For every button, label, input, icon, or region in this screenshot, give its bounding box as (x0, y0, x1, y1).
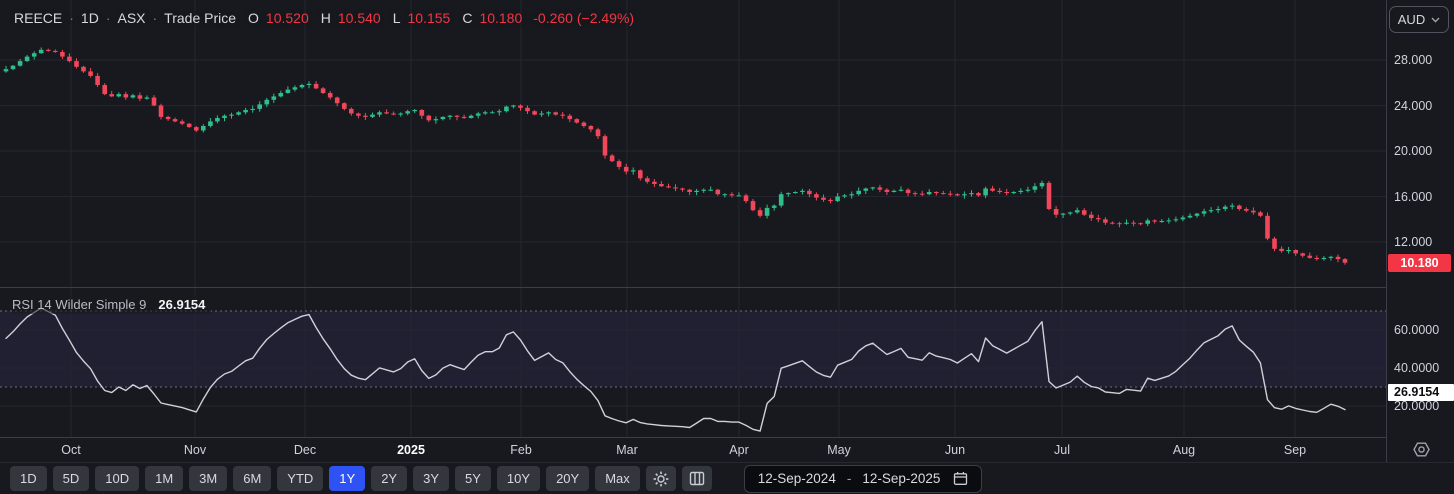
time-axis-label-feb: Feb (510, 438, 532, 462)
rsi-pane[interactable]: RSI 14 Wilder Simple 9 26.9154 (0, 288, 1386, 437)
range-button-ytd[interactable]: YTD (277, 466, 323, 491)
separator-dot: · (153, 10, 158, 26)
chevron-down-icon (1431, 17, 1440, 23)
time-axis[interactable]: Oct Nov Dec 2025 Feb Mar Apr May Jun Jul Aug Sep (0, 438, 1386, 462)
date-range-picker[interactable]: 12-Sep-2024 - 12-Sep-2025 (744, 465, 983, 493)
rsi-legend: RSI 14 Wilder Simple 9 26.9154 (12, 295, 211, 314)
rsi-tick-label: 60.0000 (1394, 323, 1439, 337)
price-pane[interactable]: REECE · 1D · ASX · Trade Price O 10.520 … (0, 0, 1386, 287)
rsi-title[interactable]: RSI 14 Wilder Simple 9 (12, 297, 146, 312)
range-button-max[interactable]: Max (595, 466, 640, 491)
currency-label: AUD (1398, 12, 1425, 27)
time-axis-label-dec: Dec (294, 438, 316, 462)
rsi-tick-label: 20.0000 (1394, 399, 1439, 413)
range-button-10y[interactable]: 10Y (497, 466, 540, 491)
high-value: 10.540 (338, 10, 381, 26)
time-axis-label-mar: Mar (616, 438, 638, 462)
date-from: 12-Sep-2024 (758, 471, 836, 486)
chart-settings-button[interactable] (646, 466, 676, 491)
range-button-20y[interactable]: 20Y (546, 466, 589, 491)
close-key: C (462, 10, 472, 26)
time-axis-label-aug: Aug (1173, 438, 1195, 462)
range-button-2y[interactable]: 2Y (371, 466, 407, 491)
exchange-label[interactable]: ASX (117, 10, 145, 26)
range-button-3m[interactable]: 3M (189, 466, 227, 491)
low-value: 10.155 (407, 10, 450, 26)
range-button-1d[interactable]: 1D (10, 466, 47, 491)
change-value: -0.260 (−2.49%) (533, 10, 634, 26)
close-value: 10.180 (479, 10, 522, 26)
chart-legend: REECE · 1D · ASX · Trade Price O 10.520 … (14, 10, 634, 26)
gear-icon (653, 471, 669, 487)
date-to: 12-Sep-2025 (862, 471, 940, 486)
candlestick-chart[interactable] (0, 0, 1386, 287)
columns-icon (689, 471, 705, 486)
date-separator: - (847, 471, 852, 486)
time-axis-label-apr: Apr (729, 438, 748, 462)
price-scale[interactable]: AUD 10.180 26.9154 28.000 24.000 20.000 16.… (1387, 0, 1454, 462)
trading-chart-window: REECE · 1D · ASX · Trade Price O 10.520 … (0, 0, 1454, 494)
time-axis-label-2025: 2025 (397, 438, 425, 462)
rsi-current-value: 26.9154 (158, 297, 205, 312)
axis-settings-icon[interactable] (1412, 440, 1431, 459)
calendar-icon (953, 471, 968, 486)
range-button-1y[interactable]: 1Y (329, 466, 365, 491)
range-button-6m[interactable]: 6M (233, 466, 271, 491)
last-price-badge: 10.180 (1388, 254, 1451, 272)
series-type-label[interactable]: Trade Price (164, 10, 236, 26)
price-tick-label: 16.000 (1394, 190, 1432, 204)
time-axis-label-oct: Oct (61, 438, 80, 462)
price-tick-label: 20.000 (1394, 144, 1432, 158)
bottom-toolbar: 1D5D10D1M3M6MYTD1Y2Y3Y5Y10Y20YMax 12-Sep… (0, 462, 1454, 494)
range-button-3y[interactable]: 3Y (413, 466, 449, 491)
range-button-5y[interactable]: 5Y (455, 466, 491, 491)
open-value: 10.520 (266, 10, 309, 26)
interval-label[interactable]: 1D (81, 10, 99, 26)
price-tick-label: 28.000 (1394, 53, 1432, 67)
open-key: O (248, 10, 259, 26)
rsi-tick-label: 40.0000 (1394, 361, 1439, 375)
time-axis-label-sep: Sep (1284, 438, 1306, 462)
range-button-5d[interactable]: 5D (53, 466, 90, 491)
currency-selector[interactable]: AUD (1389, 6, 1449, 33)
price-tick-label: 12.000 (1394, 235, 1432, 249)
data-columns-button[interactable] (682, 466, 712, 491)
rsi-value-badge: 26.9154 (1388, 384, 1454, 401)
separator-dot: · (69, 10, 74, 26)
symbol-title[interactable]: REECE (14, 10, 62, 26)
separator-dot: · (106, 10, 111, 26)
time-axis-label-nov: Nov (184, 438, 206, 462)
high-key: H (321, 10, 331, 26)
range-button-1m[interactable]: 1M (145, 466, 183, 491)
low-key: L (393, 10, 401, 26)
time-axis-label-jun: Jun (945, 438, 965, 462)
time-axis-border (0, 437, 1454, 438)
range-button-10d[interactable]: 10D (95, 466, 139, 491)
range-button-group: 1D5D10D1M3M6MYTD1Y2Y3Y5Y10Y20YMax (10, 466, 640, 491)
time-axis-label-jul: Jul (1054, 438, 1070, 462)
time-axis-label-may: May (827, 438, 851, 462)
price-tick-label: 24.000 (1394, 99, 1432, 113)
